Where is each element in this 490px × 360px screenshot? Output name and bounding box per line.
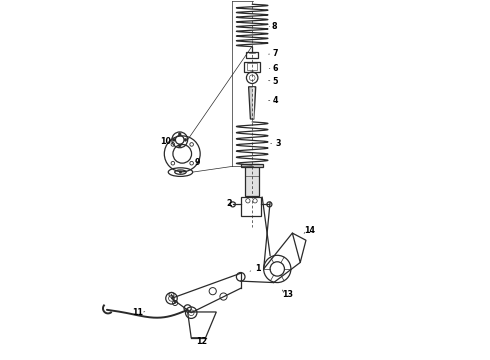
Text: 9: 9 [195, 158, 200, 167]
Text: 3: 3 [275, 139, 281, 148]
Bar [245, 164, 259, 197]
Text: 6: 6 [273, 64, 278, 73]
Text: 12: 12 [196, 337, 207, 346]
Circle shape [178, 144, 181, 147]
Bar [245, 62, 260, 72]
Circle shape [179, 171, 182, 174]
Polygon shape [248, 87, 256, 119]
Bar [246, 51, 258, 58]
Text: 14: 14 [304, 226, 315, 235]
Text: 1: 1 [255, 265, 260, 274]
Bar [241, 197, 262, 216]
Text: 2: 2 [226, 199, 232, 208]
Bar [242, 163, 263, 167]
Bar [247, 63, 257, 70]
Text: 10: 10 [160, 137, 171, 146]
Text: 8: 8 [272, 22, 277, 31]
Text: 5: 5 [273, 77, 278, 86]
Text: 11: 11 [132, 308, 143, 317]
Text: 7: 7 [272, 49, 277, 58]
Text: 13: 13 [283, 290, 294, 299]
Circle shape [184, 138, 187, 141]
Text: 4: 4 [273, 96, 278, 105]
Circle shape [172, 138, 175, 141]
Circle shape [178, 133, 181, 135]
